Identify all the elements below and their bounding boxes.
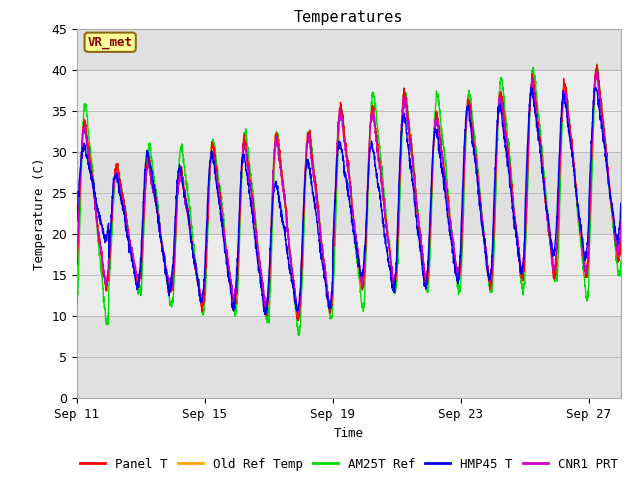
X-axis label: Time: Time [334,427,364,440]
Legend: Panel T, Old Ref Temp, AM25T Ref, HMP45 T, CNR1 PRT: Panel T, Old Ref Temp, AM25T Ref, HMP45 … [75,453,623,476]
Bar [77,316,621,398]
Bar [77,0,621,70]
Y-axis label: Temperature (C): Temperature (C) [33,157,45,270]
Bar [77,234,621,316]
Text: VR_met: VR_met [88,36,132,49]
Bar [77,152,621,234]
Bar [77,70,621,152]
Title: Temperatures: Temperatures [294,10,404,25]
